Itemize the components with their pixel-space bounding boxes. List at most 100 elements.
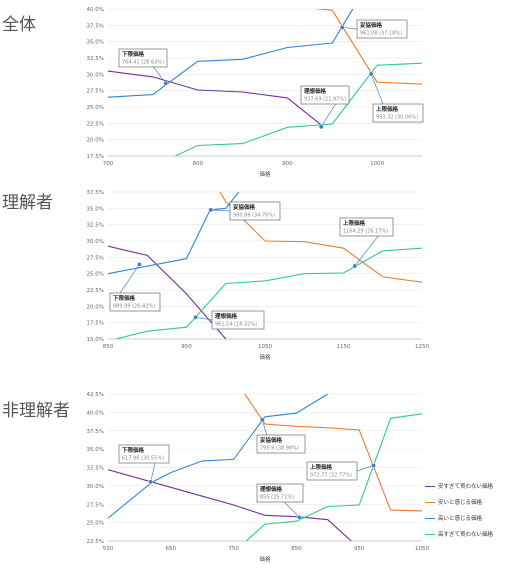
y-tick-label: 32.5%: [87, 56, 104, 62]
series-line-expensive: [108, 9, 354, 98]
series-line-expensive: [108, 192, 240, 275]
annotation-value: 961.54 (18.32%): [215, 322, 257, 328]
intersection-point: [297, 514, 302, 520]
annotation-title: 理想価格: [215, 312, 238, 320]
x-tick-label: 1050: [415, 546, 429, 552]
series-line-too-cheap: [108, 70, 324, 128]
legend-label-expensive: 高いと感じる価格: [438, 516, 483, 522]
annotation-leader: [195, 316, 213, 321]
x-axis-title: 価格: [259, 555, 271, 563]
annotation-leader: [210, 209, 231, 212]
section-label-non-understander: 非理解者: [2, 401, 70, 421]
y-tick-label: 25.0%: [87, 521, 104, 527]
intersection-point: [339, 24, 345, 30]
series-line-expensive: [108, 394, 329, 519]
legend-swatch-expensive: [425, 517, 435, 519]
legend-item-too-cheap: 安すぎて買わない価格: [425, 478, 518, 494]
annotation-title: 上限価格: [376, 105, 399, 113]
y-tick-label: 40.0%: [87, 410, 104, 416]
y-tick-label: 20.0%: [87, 304, 104, 310]
intersection-point: [259, 417, 265, 423]
annotation-title: 下限価格: [122, 50, 145, 58]
intersection-point: [352, 263, 358, 269]
legend-label-too-expensive: 高すぎて買わない価格: [438, 532, 494, 538]
y-tick-label: 25.0%: [87, 105, 104, 111]
x-tick-label: 700: [103, 161, 114, 167]
intersection-point: [163, 80, 169, 86]
annotation-value: 961.08 (37.18%): [360, 31, 402, 37]
annotation-value: 617.96 (30.55%): [122, 456, 164, 462]
legend-item-expensive: 高いと感じる価格: [425, 510, 518, 526]
legend-label-too-cheap: 安すぎて買わない価格: [438, 484, 494, 490]
legend-label-cheap: 安いと感じる価格: [438, 500, 483, 506]
x-tick-label: 1050: [258, 344, 272, 350]
x-tick-label: 900: [282, 161, 293, 167]
x-axis-title: 価格: [259, 170, 271, 178]
annotation-value: 1164.29 (26.17%): [343, 229, 388, 235]
annotation-box: [256, 483, 304, 503]
series-line-too-expensive: [115, 247, 422, 339]
intersection-point: [208, 207, 214, 213]
annotation-value: 993.32 (30.06%): [376, 115, 418, 121]
annotation-leader: [342, 27, 358, 30]
series-line-too-cheap: [108, 245, 227, 339]
annotation-value: 764.41 (28.63%): [122, 60, 164, 66]
y-tick-label: 22.5%: [87, 539, 104, 545]
y-tick-label: 35.0%: [87, 447, 104, 453]
legend-swatch-too-expensive: [425, 533, 435, 535]
annotation-title: 妥協価格: [360, 21, 383, 29]
series-line-cheap: [314, 9, 422, 85]
annotation-value: 937.69 (21.97%): [304, 97, 346, 103]
legend: 安すぎて買わない価格 安いと感じる価格 高いと感じる価格 高すぎて買わない価格: [425, 478, 518, 542]
annotation-leader: [262, 419, 267, 436]
intersection-point: [148, 479, 154, 485]
x-tick-label: 650: [166, 546, 177, 552]
annotation-box: [229, 201, 281, 221]
annotation-title: 下限価格: [122, 446, 145, 454]
x-tick-label: 550: [103, 546, 114, 552]
annotation-box: [339, 217, 394, 237]
x-axis-title: 価格: [259, 353, 271, 361]
annotation-box: [356, 19, 408, 39]
annotation-leader: [119, 264, 140, 294]
annotation-title: 理想価格: [304, 87, 327, 95]
y-tick-label: 40.0%: [87, 7, 104, 13]
series-line-too-expensive: [245, 413, 422, 541]
legend-swatch-too-cheap: [425, 485, 435, 487]
annotation-value: 972.77 (32.77%): [310, 473, 352, 479]
y-tick-label: 30.0%: [87, 72, 104, 78]
y-tick-label: 37.5%: [87, 190, 104, 196]
y-tick-label: 32.5%: [87, 223, 104, 229]
x-tick-label: 850: [291, 546, 302, 552]
y-tick-label: 27.5%: [87, 89, 104, 95]
chart-all: 17.5% 20.0% 22.5% 25.0% 27.5% 30.0% 32.5% 35.0%…: [87, 7, 424, 178]
y-tick-label: 30.0%: [87, 239, 104, 245]
y-tick-label: 27.5%: [87, 502, 104, 508]
annotation-box: [300, 85, 350, 105]
x-tick-label: 1000: [370, 161, 384, 167]
annotation-box: [118, 48, 168, 68]
y-tick-label: 17.5%: [87, 154, 104, 160]
annotation-leader: [320, 103, 336, 127]
intersection-point: [136, 261, 142, 267]
x-tick-label: 750: [228, 546, 239, 552]
annotation-value: 980.88 (34.76%): [233, 213, 275, 219]
annotation-leader: [356, 465, 374, 472]
annotation-leader: [354, 235, 379, 267]
legend-swatch-cheap: [425, 501, 435, 503]
annotation-title: 妥協価格: [260, 436, 283, 444]
y-tick-label: 32.5%: [87, 466, 104, 472]
annotation-leader: [370, 73, 384, 105]
y-tick-label: 22.5%: [87, 121, 104, 127]
annotation-box: [118, 444, 170, 464]
y-tick-label: 17.5%: [87, 321, 104, 327]
x-tick-label: 1150: [337, 344, 351, 350]
section-label-all: 全体: [2, 15, 36, 35]
legend-item-too-expensive: 高すぎて買わない価格: [425, 526, 518, 542]
x-tick-label: 950: [181, 344, 192, 350]
chart-non-understander: 22.5% 25.0% 27.5% 30.0% 32.5% 35.0% 37.5% 40.0%…: [87, 392, 430, 563]
section-label-understander: 理解者: [2, 193, 53, 213]
y-tick-label: 25.0%: [87, 272, 104, 278]
series-line-too-expensive: [175, 62, 422, 156]
legend-item-cheap: 安いと感じる価格: [425, 494, 518, 510]
